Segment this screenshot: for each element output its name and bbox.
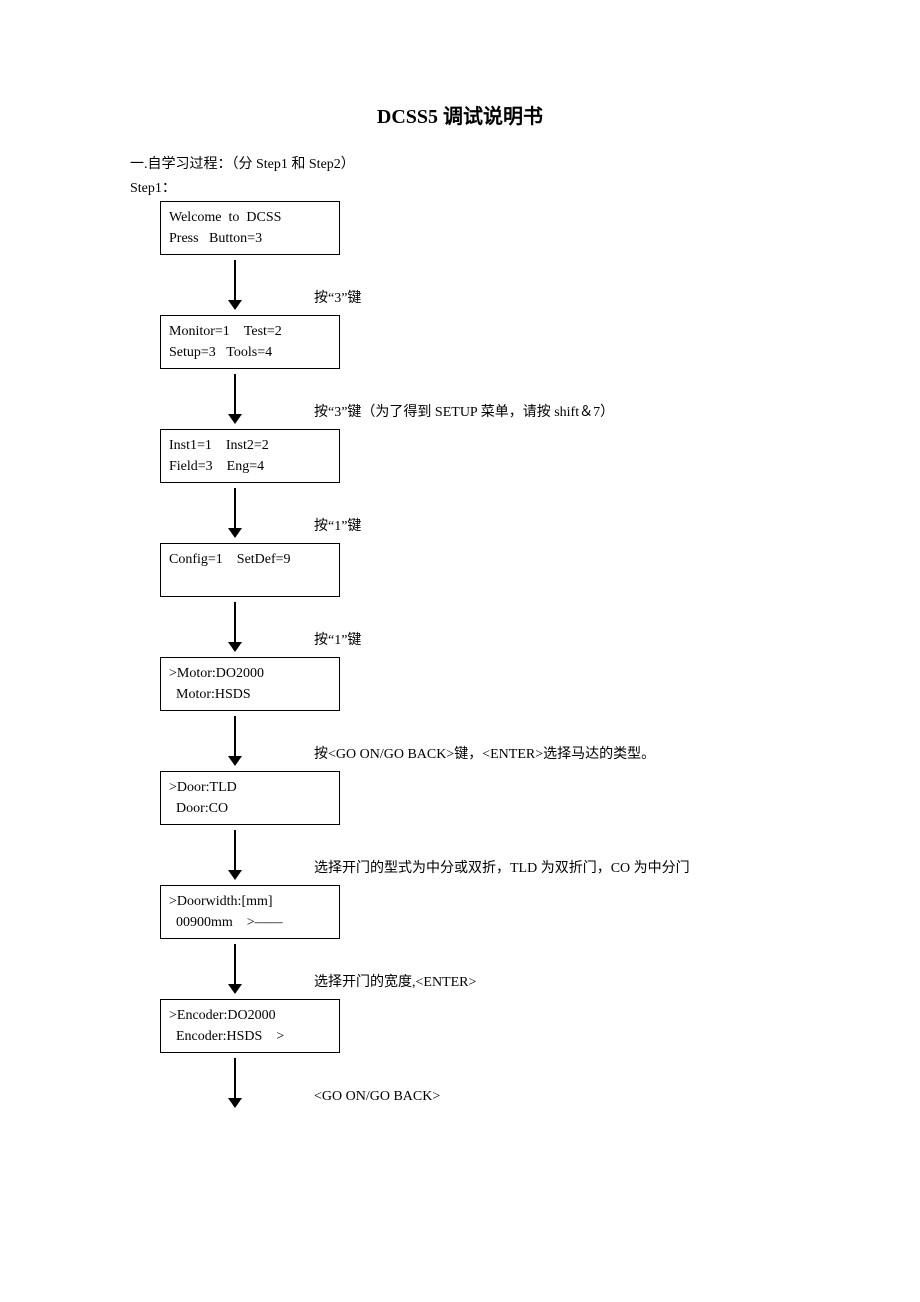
arrow-step-1: 按“3”键（为了得到 SETUP 菜单，请按 shift＆7） bbox=[160, 369, 790, 429]
node-line1: >Encoder:DO2000 bbox=[169, 1005, 331, 1026]
screen-node-0: Welcome to DCSSPress Button=3 bbox=[160, 201, 340, 255]
arrow-down-icon bbox=[160, 711, 310, 771]
node-line1: Config=1 SetDef=9 bbox=[169, 549, 331, 570]
arrow-caption: 选择开门的型式为中分或双折，TLD 为双折门，CO 为中分门 bbox=[310, 857, 690, 885]
arrow-step-3: 按“1”键 bbox=[160, 597, 790, 657]
arrow-down-icon bbox=[160, 483, 310, 543]
node-line1: >Doorwidth:[mm] bbox=[169, 891, 331, 912]
node-line2: 00900mm >—— bbox=[169, 912, 331, 933]
arrow-caption: 按“3”键 bbox=[310, 287, 361, 315]
node-line1: Welcome to DCSS bbox=[169, 207, 331, 228]
node-line2: Field=3 Eng=4 bbox=[169, 456, 331, 477]
page-title: DCSS5 调试说明书 bbox=[130, 100, 790, 129]
arrow-caption: 按“3”键（为了得到 SETUP 菜单，请按 shift＆7） bbox=[310, 401, 614, 429]
step-label: Step1： bbox=[130, 177, 790, 197]
arrow-down-icon bbox=[160, 939, 310, 999]
arrow-caption: 按“1”键 bbox=[310, 515, 361, 543]
intro-text: 一.自学习过程：（分 Step1 和 Step2） bbox=[130, 153, 790, 173]
node-line2: Encoder:HSDS > bbox=[169, 1026, 331, 1047]
screen-node-4: >Motor:DO2000 Motor:HSDS bbox=[160, 657, 340, 711]
screen-node-5: >Door:TLD Door:CO bbox=[160, 771, 340, 825]
arrow-step-7: <GO ON/GO BACK> bbox=[160, 1053, 790, 1113]
arrow-step-6: 选择开门的宽度,<ENTER> bbox=[160, 939, 790, 999]
arrow-caption: 按<GO ON/GO BACK>键，<ENTER>选择马达的类型。 bbox=[310, 743, 655, 771]
screen-node-3: Config=1 SetDef=9 bbox=[160, 543, 340, 597]
screen-node-2: Inst1=1 Inst2=2Field=3 Eng=4 bbox=[160, 429, 340, 483]
arrow-caption: <GO ON/GO BACK> bbox=[310, 1089, 440, 1113]
arrow-step-4: 按<GO ON/GO BACK>键，<ENTER>选择马达的类型。 bbox=[160, 711, 790, 771]
node-line2: Setup=3 Tools=4 bbox=[169, 342, 331, 363]
node-line1: >Door:TLD bbox=[169, 777, 331, 798]
arrow-down-icon bbox=[160, 1053, 310, 1113]
node-line1: Inst1=1 Inst2=2 bbox=[169, 435, 331, 456]
node-line2: Door:CO bbox=[169, 798, 331, 819]
arrow-caption: 按“1”键 bbox=[310, 629, 361, 657]
flowchart: Welcome to DCSSPress Button=3按“3”键Monito… bbox=[130, 201, 790, 1113]
screen-node-1: Monitor=1 Test=2Setup=3 Tools=4 bbox=[160, 315, 340, 369]
node-line1: >Motor:DO2000 bbox=[169, 663, 331, 684]
arrow-down-icon bbox=[160, 825, 310, 885]
arrow-step-2: 按“1”键 bbox=[160, 483, 790, 543]
node-line2 bbox=[169, 570, 331, 591]
node-line1: Monitor=1 Test=2 bbox=[169, 321, 331, 342]
arrow-down-icon bbox=[160, 255, 310, 315]
node-line2: Press Button=3 bbox=[169, 228, 331, 249]
arrow-step-5: 选择开门的型式为中分或双折，TLD 为双折门，CO 为中分门 bbox=[160, 825, 790, 885]
node-line2: Motor:HSDS bbox=[169, 684, 331, 705]
arrow-down-icon bbox=[160, 369, 310, 429]
arrow-step-0: 按“3”键 bbox=[160, 255, 790, 315]
arrow-caption: 选择开门的宽度,<ENTER> bbox=[310, 971, 476, 999]
screen-node-6: >Doorwidth:[mm] 00900mm >—— bbox=[160, 885, 340, 939]
arrow-down-icon bbox=[160, 597, 310, 657]
screen-node-7: >Encoder:DO2000 Encoder:HSDS > bbox=[160, 999, 340, 1053]
